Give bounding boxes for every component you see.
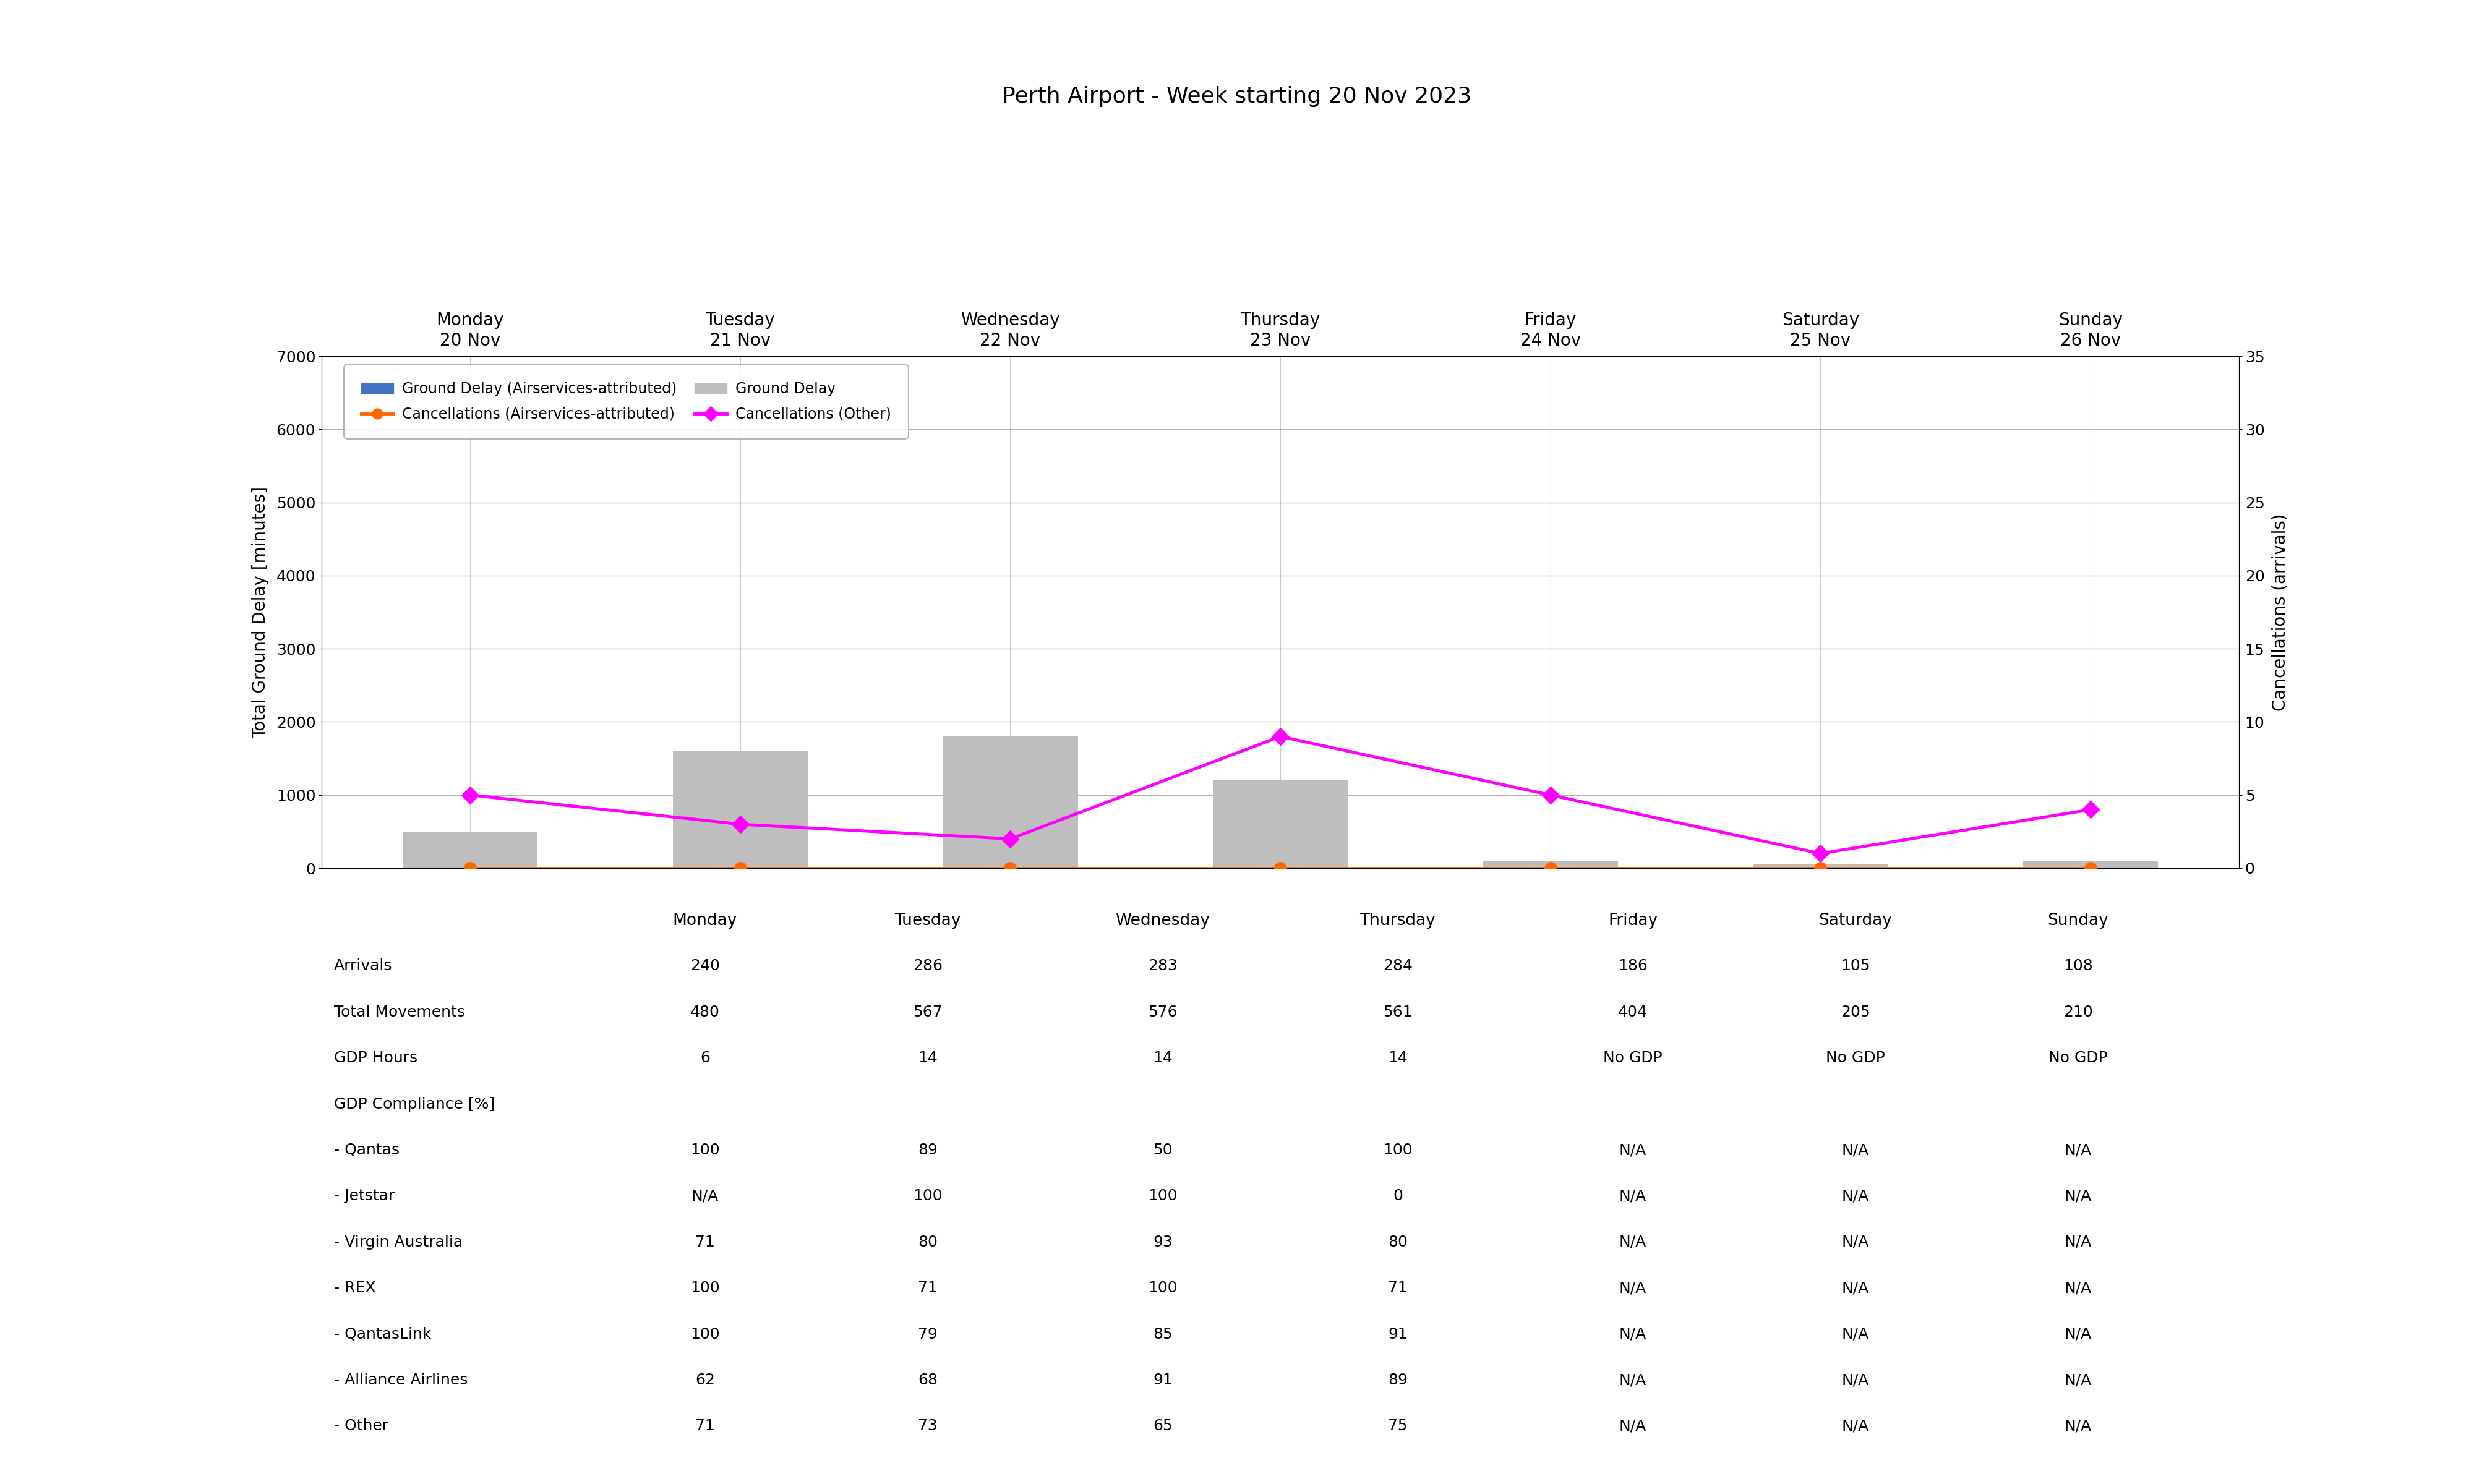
Text: Arrivals: Arrivals [334,959,393,974]
Text: 6: 6 [700,1051,710,1066]
Text: N/A: N/A [1841,1281,1870,1296]
Text: N/A: N/A [1841,1419,1870,1434]
Bar [1212,781,1348,868]
Bar [1482,861,1618,868]
Text: 100: 100 [690,1281,720,1296]
Text: 62: 62 [695,1373,715,1388]
Text: 286: 286 [913,959,943,974]
Text: N/A: N/A [1618,1235,1648,1250]
Text: 100: 100 [913,1189,943,1204]
Text: 91: 91 [1153,1373,1173,1388]
Text: Monday: Monday [673,913,737,929]
Text: N/A: N/A [2063,1373,2093,1388]
Text: 91: 91 [1388,1327,1408,1342]
Text: 75: 75 [1388,1419,1408,1434]
Text: N/A: N/A [1841,1189,1870,1204]
Text: N/A: N/A [2063,1419,2093,1434]
Text: 68: 68 [918,1373,938,1388]
Text: N/A: N/A [1841,1373,1870,1388]
Text: N/A: N/A [2063,1189,2093,1204]
Text: N/A: N/A [2063,1143,2093,1158]
Text: - Alliance Airlines: - Alliance Airlines [334,1373,468,1388]
Text: 50: 50 [1153,1143,1173,1158]
Text: GDP Compliance [%]: GDP Compliance [%] [334,1097,495,1112]
Text: Tuesday: Tuesday [896,913,960,929]
Bar [673,751,807,868]
Text: 71: 71 [1388,1281,1408,1296]
Bar [403,831,537,868]
Text: 71: 71 [918,1281,938,1296]
Text: N/A: N/A [1618,1189,1648,1204]
Text: N/A: N/A [1618,1327,1648,1342]
Text: Wednesday: Wednesday [1116,913,1210,929]
Text: 561: 561 [1383,1005,1413,1020]
Text: 205: 205 [1841,1005,1870,1020]
Legend: Ground Delay (Airservices-attributed), Cancellations (Airservices-attributed), G: Ground Delay (Airservices-attributed), C… [349,368,903,435]
Text: Saturday: Saturday [1818,913,1893,929]
Text: No GDP: No GDP [1826,1051,1885,1066]
Bar [1754,865,1888,868]
Text: 284: 284 [1383,959,1413,974]
Text: 79: 79 [918,1327,938,1342]
Text: - REX: - REX [334,1281,376,1296]
Text: Sunday: Sunday [2048,913,2108,929]
Text: No GDP: No GDP [2048,1051,2108,1066]
Text: - Other: - Other [334,1419,388,1434]
Text: 283: 283 [1148,959,1178,974]
Text: 89: 89 [1388,1373,1408,1388]
Text: 89: 89 [918,1143,938,1158]
Bar [943,736,1079,868]
Text: N/A: N/A [1618,1281,1648,1296]
Text: 14: 14 [918,1051,938,1066]
Text: 105: 105 [1841,959,1870,974]
Text: - Virgin Australia: - Virgin Australia [334,1235,463,1250]
Text: GDP Hours: GDP Hours [334,1051,418,1066]
Text: 14: 14 [1153,1051,1173,1066]
Text: 100: 100 [1148,1189,1178,1204]
Text: 93: 93 [1153,1235,1173,1250]
Text: 480: 480 [690,1005,720,1020]
Text: 85: 85 [1153,1327,1173,1342]
Text: N/A: N/A [1618,1419,1648,1434]
Text: 73: 73 [918,1419,938,1434]
Text: 0: 0 [1393,1189,1403,1204]
Bar [2024,861,2157,868]
Text: Perth Airport - Week starting 20 Nov 2023: Perth Airport - Week starting 20 Nov 202… [1002,86,1472,107]
Text: - QantasLink: - QantasLink [334,1327,430,1342]
Text: 567: 567 [913,1005,943,1020]
Text: N/A: N/A [1618,1143,1648,1158]
Text: 404: 404 [1618,1005,1648,1020]
Text: N/A: N/A [1841,1235,1870,1250]
Text: N/A: N/A [1841,1327,1870,1342]
Text: N/A: N/A [2063,1235,2093,1250]
Text: No GDP: No GDP [1603,1051,1663,1066]
Text: 186: 186 [1618,959,1648,974]
Y-axis label: Total Ground Delay [minutes]: Total Ground Delay [minutes] [252,487,270,738]
Text: 14: 14 [1388,1051,1408,1066]
Text: 108: 108 [2063,959,2093,974]
Text: 210: 210 [2063,1005,2093,1020]
Text: 100: 100 [1148,1281,1178,1296]
Text: Total Movements: Total Movements [334,1005,465,1020]
Y-axis label: Cancellations (arrivals): Cancellations (arrivals) [2271,513,2288,711]
Text: - Qantas: - Qantas [334,1143,401,1158]
Text: 65: 65 [1153,1419,1173,1434]
Text: Thursday: Thursday [1361,913,1435,929]
Text: 240: 240 [690,959,720,974]
Text: - Jetstar: - Jetstar [334,1189,396,1204]
Text: 71: 71 [695,1419,715,1434]
Text: 100: 100 [1383,1143,1413,1158]
Text: N/A: N/A [1841,1143,1870,1158]
Text: 80: 80 [918,1235,938,1250]
Text: N/A: N/A [1618,1373,1648,1388]
Text: 80: 80 [1388,1235,1408,1250]
Text: 100: 100 [690,1327,720,1342]
Text: 100: 100 [690,1143,720,1158]
Text: Friday: Friday [1608,913,1658,929]
Text: N/A: N/A [2063,1281,2093,1296]
Text: 576: 576 [1148,1005,1178,1020]
Text: 71: 71 [695,1235,715,1250]
Text: N/A: N/A [2063,1327,2093,1342]
Text: N/A: N/A [690,1189,720,1204]
